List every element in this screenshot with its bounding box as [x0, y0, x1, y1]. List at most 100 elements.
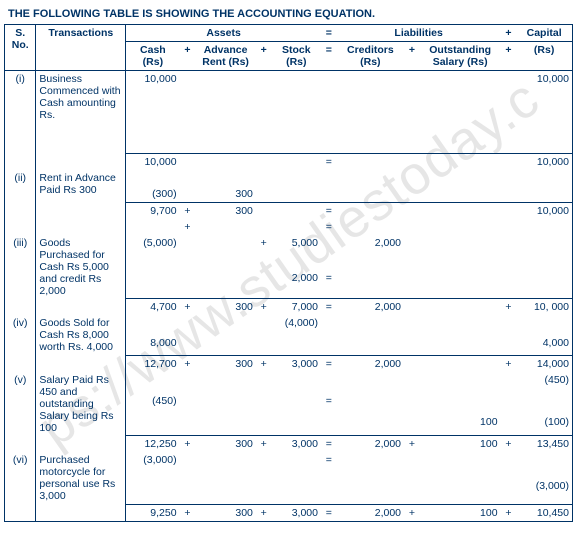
cell: 100: [420, 504, 501, 521]
cell: +: [180, 355, 196, 372]
table-row: [5, 123, 573, 153]
cell: =: [321, 393, 337, 414]
th-p4: +: [501, 42, 517, 71]
cell: 10,000: [126, 153, 180, 170]
table-row: 9,700 + 300 = 10,000: [5, 202, 573, 219]
cell: =: [321, 452, 337, 478]
cell: =: [321, 355, 337, 372]
cell: 2,000: [337, 436, 404, 453]
cell: (450): [126, 393, 180, 414]
th-p1: +: [180, 42, 196, 71]
cell: (4,000): [272, 315, 321, 335]
cell: (300): [126, 186, 180, 203]
accounting-table: S. No. Transactions Assets = Liabilities…: [4, 24, 573, 522]
cell: =: [321, 436, 337, 453]
th-eq2: =: [321, 42, 337, 71]
table-row: 10,000 = 10,000: [5, 153, 573, 170]
cell: +: [180, 504, 196, 521]
cell: +: [404, 436, 420, 453]
th-adv: Advance Rent (Rs): [195, 42, 256, 71]
cell: (450): [516, 372, 572, 393]
th-liab: Liabilities: [337, 25, 501, 42]
cell: =: [321, 153, 337, 170]
cell: 4,000: [516, 335, 572, 355]
cell: +: [180, 202, 196, 219]
cell: =: [321, 270, 337, 299]
cell: 2,000: [337, 355, 404, 372]
th-cred: Creditors (Rs): [337, 42, 404, 71]
table-row: (iv) Goods Sold for Cash Rs 8,000 worth …: [5, 315, 573, 335]
th-eq: =: [321, 25, 337, 42]
table-row: 4,700 + 300 + 7,000 = 2,000 + 10, 000: [5, 299, 573, 316]
cell: +: [256, 504, 272, 521]
cell: (i): [5, 71, 36, 124]
cell: 2,000: [337, 299, 404, 316]
cell: (5,000): [126, 235, 180, 263]
cell: +: [256, 299, 272, 316]
cell: (3,000): [516, 478, 572, 504]
cell: +: [256, 355, 272, 372]
th-rs: (Rs): [516, 42, 572, 71]
cell: +: [256, 436, 272, 453]
cell: 12,700: [126, 355, 180, 372]
cell: +: [501, 299, 517, 316]
table-row: (v) Salary Paid Rs 450 and outstanding S…: [5, 372, 573, 393]
th-p2: +: [256, 42, 272, 71]
cell: (3,000): [126, 452, 180, 478]
cell: (100): [516, 414, 572, 436]
cell: (iv): [5, 315, 36, 335]
cell: Business Commenced with Cash amounting R…: [36, 71, 126, 124]
cell: (ii): [5, 170, 36, 186]
table-row: (vi) Purchased motorcycle for personal u…: [5, 452, 573, 478]
cell: 2,000: [272, 270, 321, 299]
cell: +: [180, 436, 196, 453]
cell: 10,000: [516, 153, 572, 170]
cell: 14,000: [516, 355, 572, 372]
table-row: (ii) Rent in Advance Paid Rs 300: [5, 170, 573, 186]
cell: 300: [195, 355, 256, 372]
th-cash: Cash (Rs): [126, 42, 180, 71]
cell: (vi): [5, 452, 36, 478]
th-plus: +: [501, 25, 517, 42]
page-title: THE FOLLOWING TABLE IS SHOWING THE ACCOU…: [4, 4, 573, 24]
cell: 5,000: [272, 235, 321, 263]
cell: =: [321, 504, 337, 521]
cell: +: [501, 436, 517, 453]
table-row: 12,700 + 300 + 3,000 = 2,000 + 14,000: [5, 355, 573, 372]
cell: 7,000: [272, 299, 321, 316]
cell: +: [501, 504, 517, 521]
cell: 4,700: [126, 299, 180, 316]
cell: +: [501, 355, 517, 372]
cell: Rent in Advance Paid Rs 300: [36, 170, 126, 203]
cell: 300: [195, 504, 256, 521]
cell: 100: [420, 436, 501, 453]
cell: 2,000: [337, 504, 404, 521]
cell: (iii): [5, 235, 36, 263]
cell: +: [180, 219, 196, 235]
cell: Purchased motorcycle for personal use Rs…: [36, 452, 126, 504]
cell: 9,250: [126, 504, 180, 521]
cell: 10,450: [516, 504, 572, 521]
cell: 3,000: [272, 504, 321, 521]
th-trans: Transactions: [36, 25, 126, 71]
cell: 100: [420, 414, 501, 436]
cell: =: [321, 299, 337, 316]
cell: 300: [195, 202, 256, 219]
cell: +: [256, 235, 272, 263]
th-capital: Capital: [516, 25, 572, 42]
table-row: 12,250 + 300 + 3,000 = 2,000 + 100 + 13,…: [5, 436, 573, 453]
cell: 3,000: [272, 355, 321, 372]
table-row: + =: [5, 219, 573, 235]
cell: =: [321, 202, 337, 219]
cell: (v): [5, 372, 36, 393]
th-sal: Outstanding Salary (Rs): [420, 42, 501, 71]
th-assets: Assets: [126, 25, 321, 42]
th-sno: S. No.: [5, 25, 36, 71]
cell: Goods Sold for Cash Rs 8,000 worth Rs. 4…: [36, 315, 126, 355]
cell: 13,450: [516, 436, 572, 453]
cell: 10,000: [516, 71, 572, 124]
cell: 10,000: [516, 202, 572, 219]
cell: =: [321, 219, 337, 235]
table-row: 9,250 + 300 + 3,000 = 2,000 + 100 + 10,4…: [5, 504, 573, 521]
th-p3: +: [404, 42, 420, 71]
